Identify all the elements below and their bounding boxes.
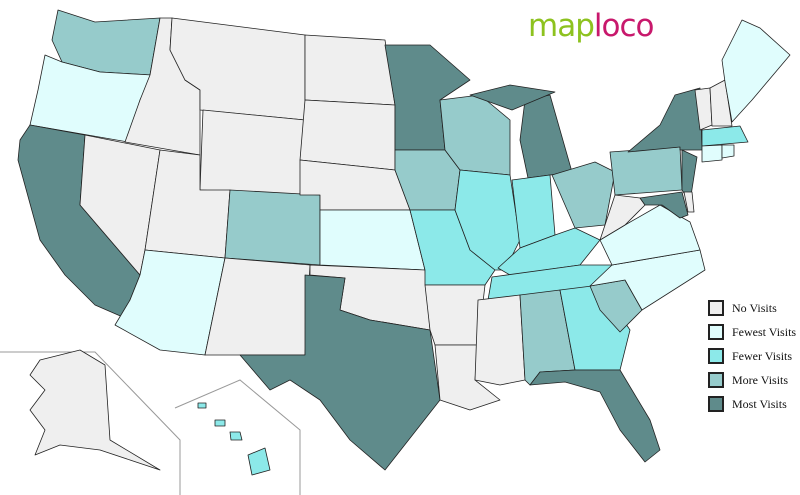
state-wy[interactable] [199, 109, 306, 196]
legend-swatch [708, 372, 724, 388]
state-ak[interactable] [29, 349, 161, 471]
state-pa[interactable] [609, 146, 683, 196]
state-sd[interactable] [299, 99, 396, 171]
legend-item-none: No Visits [708, 296, 796, 320]
legend-swatch [708, 348, 724, 364]
state-ks[interactable] [319, 209, 426, 271]
maploco-logo: maploco [528, 8, 654, 44]
state-md[interactable] [639, 191, 689, 219]
state-ny[interactable] [627, 87, 703, 153]
state-me[interactable] [721, 19, 791, 123]
legend-item-most: Most Visits [708, 392, 796, 416]
state-ar[interactable] [424, 284, 486, 346]
state-ma[interactable] [701, 125, 749, 147]
state-ct[interactable] [701, 144, 723, 163]
legend: No Visits Fewest Visits Fewer Visits More V… [708, 296, 796, 416]
state-ri[interactable] [721, 144, 735, 159]
legend-item-more: More Visits [708, 368, 796, 392]
state-co[interactable] [224, 189, 321, 266]
legend-label: Fewer Visits [732, 348, 793, 363]
legend-swatch [708, 396, 724, 412]
state-tx[interactable] [239, 274, 441, 471]
state-mi[interactable] [469, 84, 556, 111]
state-ms[interactable] [474, 294, 526, 386]
legend-label: No Visits [732, 300, 777, 315]
state-nd[interactable] [304, 34, 396, 106]
state-fl[interactable] [529, 369, 661, 463]
legend-label: More Visits [732, 372, 789, 387]
state-il[interactable] [454, 169, 521, 271]
legend-swatch [708, 300, 724, 316]
state-de[interactable] [683, 191, 695, 213]
state-hi[interactable] [197, 402, 207, 409]
legend-label: Fewest Visits [732, 324, 797, 339]
state-hi[interactable] [229, 431, 243, 441]
legend-swatch [708, 324, 724, 340]
legend-label: Most Visits [732, 396, 787, 411]
state-hi[interactable] [247, 447, 271, 476]
state-mi[interactable] [519, 94, 573, 179]
hawaii-inset-frame [174, 379, 301, 495]
state-hi[interactable] [214, 419, 226, 427]
alaska-inset-frame [0, 351, 181, 495]
state-oh[interactable] [551, 161, 616, 229]
legend-item-fewest: Fewest Visits [708, 320, 796, 344]
legend-item-fewer: Fewer Visits [708, 344, 796, 368]
